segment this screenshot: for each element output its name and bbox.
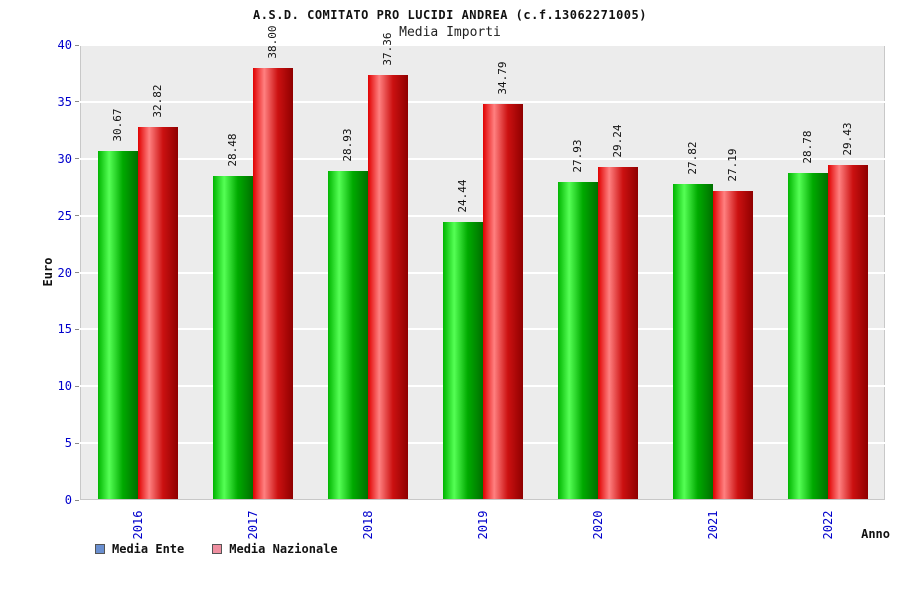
bar-media-ente: [672, 184, 713, 499]
y-axis-tick-label: 25: [57, 208, 72, 223]
bar-value-label: 28.78: [800, 130, 814, 164]
x-axis-tick-label: 2017: [245, 510, 260, 540]
bar-media-nazionale: [137, 127, 178, 499]
bar-media-nazionale: [482, 104, 523, 499]
gridline: [80, 44, 885, 46]
y-axis-tick-label: 40: [57, 38, 72, 52]
legend: Media Ente Media Nazionale: [95, 542, 338, 556]
x-axis-tick-label: 2016: [130, 510, 145, 540]
y-axis-tick-label: 35: [57, 94, 72, 109]
x-axis-tick-label: 2021: [705, 510, 720, 540]
bar-media-ente: [557, 182, 598, 499]
y-axis-tick-mark: [75, 442, 79, 444]
y-axis-tick-mark: [75, 499, 79, 501]
bar-media-nazionale: [367, 75, 408, 499]
bar-media-ente: [787, 173, 828, 499]
chart-subtitle: Media Importi: [399, 25, 501, 40]
y-axis-title: Euro: [41, 257, 55, 287]
y-axis-tick-mark: [75, 44, 79, 46]
y-axis-tick-mark: [75, 272, 79, 273]
bar-value-label: 38.00: [265, 25, 279, 59]
legend-label-media-ente: Media Ente: [112, 542, 185, 556]
bar-media-nazionale: [712, 191, 753, 499]
y-axis-tick-mark: [75, 101, 79, 103]
y-axis-tick-label: 15: [57, 322, 72, 337]
bar-value-label: 32.82: [150, 84, 164, 118]
bar-value-label: 37.36: [380, 32, 394, 66]
bar-media-ente: [442, 222, 483, 499]
y-axis-tick-label: 10: [57, 379, 72, 394]
x-axis-tick-label: 2022: [820, 510, 835, 540]
y-axis-tick-label: 30: [57, 151, 72, 166]
bar-value-label: 28.48: [225, 133, 239, 167]
bar-media-nazionale: [252, 68, 293, 499]
chart-title: A.S.D. COMITATO PRO LUCIDI ANDREA (c.f.1…: [253, 8, 647, 22]
y-axis-tick-label: 5: [64, 436, 72, 451]
legend-item-media-ente: Media Ente: [95, 542, 184, 556]
y-axis-tick-mark: [75, 158, 79, 160]
y-axis-tick-label: 0: [64, 493, 72, 507]
legend-swatch-media-ente: [95, 544, 105, 554]
x-axis-tick-label: 2019: [475, 510, 490, 540]
bar-media-ente: [97, 151, 138, 499]
bar-value-label: 34.79: [495, 61, 509, 95]
bar-value-label: 27.19: [725, 148, 739, 182]
bar-value-label: 30.67: [110, 108, 124, 142]
bar-value-label: 28.93: [340, 128, 354, 162]
legend-item-media-nazionale: Media Nazionale: [212, 542, 338, 556]
bar-value-label: 27.93: [570, 139, 584, 173]
bar-media-ente: [327, 171, 368, 499]
y-axis-tick-mark: [75, 328, 79, 330]
legend-swatch-media-nazionale: [212, 544, 223, 554]
y-axis-tick-label: 20: [57, 265, 72, 280]
x-axis-title: Anno: [861, 527, 890, 541]
bar-media-nazionale: [597, 167, 638, 499]
y-axis-tick-mark: [75, 215, 79, 217]
x-axis-tick-label: 2018: [360, 510, 375, 540]
bar-value-label: 29.24: [610, 124, 624, 158]
y-axis-tick-mark: [75, 385, 79, 387]
bar-value-label: 29.43: [840, 122, 854, 156]
bar-value-label: 24.44: [455, 179, 469, 213]
bar-value-label: 27.82: [685, 141, 699, 175]
gridline: [80, 100, 885, 103]
x-axis-tick-label: 2020: [590, 510, 605, 540]
bar-media-ente: [212, 176, 253, 499]
bar-media-nazionale: [827, 165, 868, 499]
legend-label-media-nazionale: Media Nazionale: [229, 542, 338, 556]
